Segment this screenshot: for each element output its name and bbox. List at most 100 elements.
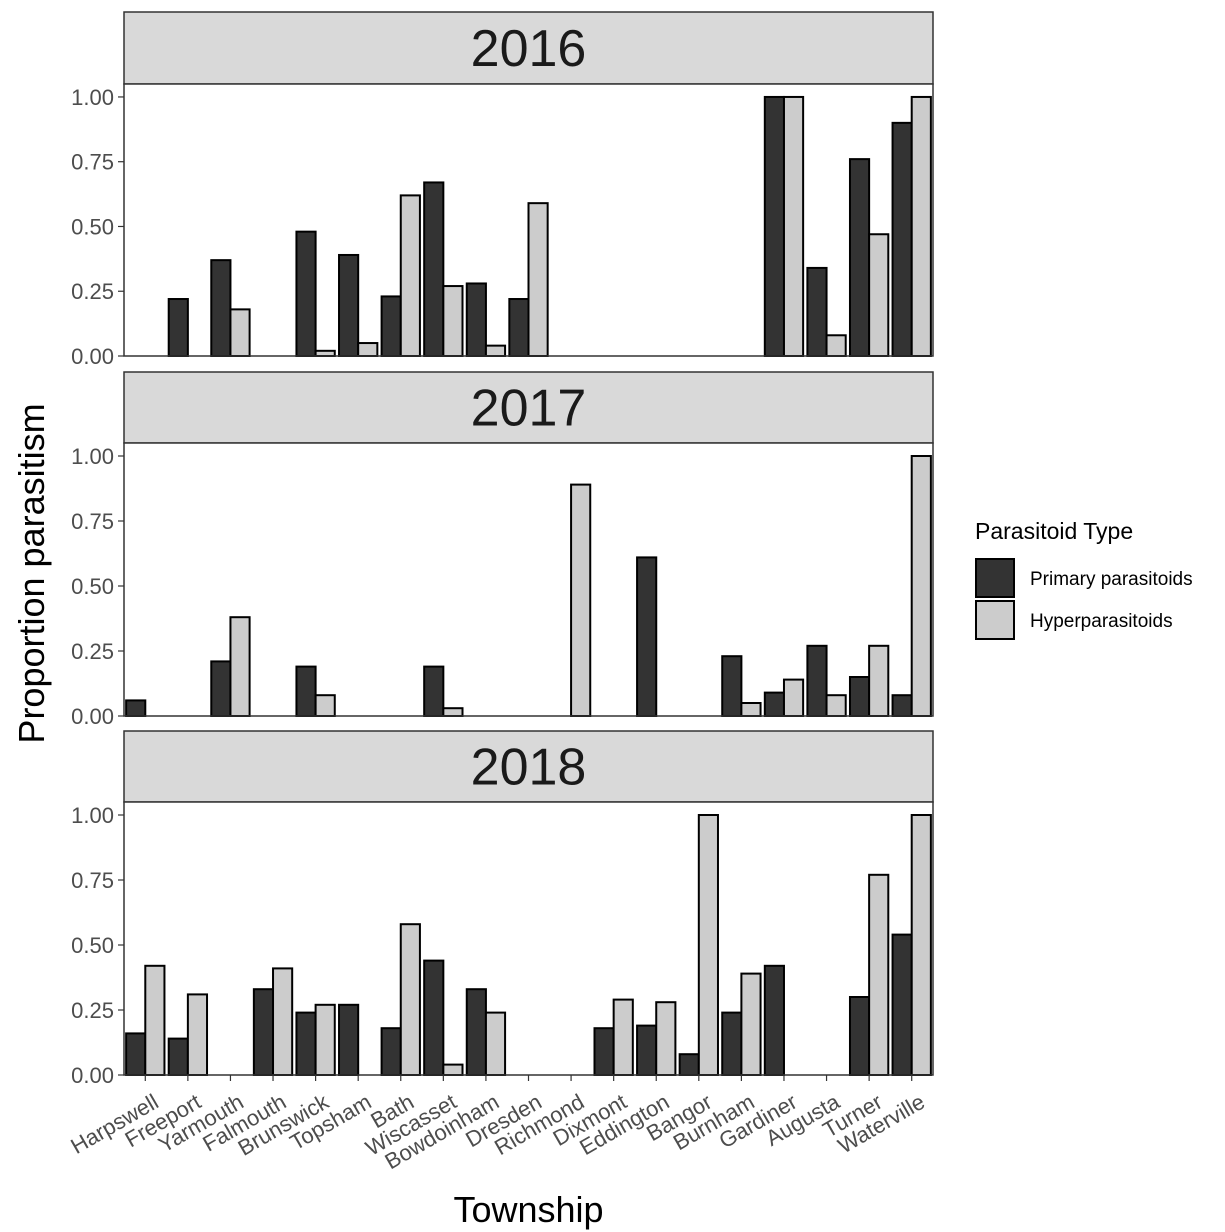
y-tick-label: 0.50	[71, 214, 114, 239]
legend-key-primary	[975, 558, 1015, 598]
y-tick-label: 0.25	[71, 639, 114, 664]
bar-2018-brunswick-primary	[295, 1011, 317, 1076]
bar-2018-dixmont-primary	[593, 1027, 615, 1076]
bar-2018-freeport-primary	[167, 1037, 189, 1076]
facet-2016: 2016 0.00 0.25 0.50 0.75 1.00	[71, 11, 934, 369]
facet-strip	[123, 11, 934, 85]
bar-2018-falmouth-hyper	[272, 967, 294, 1077]
bar-2017-wiscasset-hyper	[442, 707, 464, 718]
y-tick-label: 0.25	[71, 279, 114, 304]
bar-2018-harpswell-hyper	[144, 964, 166, 1076]
bar-2018-falmouth-primary	[252, 988, 275, 1077]
y-tick-label: 1.00	[71, 85, 114, 110]
bar-2018-dixmont-hyper	[612, 998, 634, 1076]
bar-2017-burnham-primary	[721, 655, 743, 718]
panel-border	[123, 442, 934, 717]
facet-2018: 2018 0.00 0.25 0.50 0.75 1.00	[71, 730, 934, 1088]
bar-2017-brunswick-primary	[295, 665, 317, 717]
bar-2017-gardiner-hyper	[782, 678, 805, 717]
bar-2018-burnham-primary	[721, 1011, 743, 1076]
bar-2016-augusta-hyper	[825, 334, 847, 357]
legend-title: Parasitoid Type	[975, 518, 1133, 544]
bar-2017-turner-hyper	[868, 644, 890, 717]
bar-2017-eddington-primary	[636, 556, 658, 718]
y-tick-label: 0.50	[71, 574, 114, 599]
bar-2018-bangor-primary	[678, 1053, 700, 1076]
facet-strip-label: 2017	[471, 380, 587, 438]
bar-2016-bowdoinham-hyper	[484, 344, 507, 357]
bar-2018-burnham-hyper	[740, 972, 762, 1076]
bar-2016-gardiner-hyper	[782, 95, 805, 357]
y-tick-label: 1.00	[71, 444, 114, 469]
facet-strip-label: 2018	[471, 739, 587, 797]
facet-strip	[123, 730, 934, 803]
bar-2018-turner-primary	[848, 996, 871, 1076]
bar-2016-yarmouth-primary	[210, 259, 232, 357]
bar-2018-bath-hyper	[399, 923, 421, 1077]
facet-2017: 2017 0.00 0.25 0.50 0.75 1.00	[71, 371, 934, 729]
bar-2017-burnham-hyper	[740, 702, 762, 717]
y-tick-label: 0.25	[71, 998, 114, 1023]
bar-2017-yarmouth-hyper	[229, 616, 251, 718]
bar-2018-bowdoinham-hyper	[484, 1011, 507, 1076]
y-tick-label: 0.75	[71, 509, 114, 534]
bar-2016-freeport-primary	[167, 298, 189, 357]
bar-2016-dresden-primary	[508, 298, 530, 357]
y-tick-label: 0.00	[71, 704, 114, 729]
bar-2016-turner-primary	[848, 158, 871, 357]
bar-2016-bath-hyper	[399, 194, 421, 357]
bar-2016-dresden-hyper	[527, 202, 549, 357]
bar-2016-bath-primary	[380, 295, 402, 357]
bar-2016-waterville-hyper	[910, 95, 932, 357]
bar-2016-topsham-hyper	[357, 342, 379, 357]
legend-label-primary: Primary parasitoids	[1030, 569, 1193, 590]
y-tick-label: 0.75	[71, 150, 114, 175]
y-tick-label: 0.00	[71, 344, 114, 369]
bar-2018-waterville-hyper	[910, 814, 932, 1076]
y-axis-title: Proportion parasitism	[11, 403, 52, 743]
bar-2018-eddington-hyper	[655, 1001, 677, 1077]
legend-key-hyper	[975, 600, 1015, 640]
bar-2018-turner-hyper	[868, 873, 890, 1076]
bar-2017-waterville-hyper	[910, 455, 932, 717]
facet-strip-label: 2016	[471, 20, 587, 78]
bar-2018-bath-primary	[380, 1027, 402, 1076]
bar-2017-yarmouth-primary	[210, 660, 232, 718]
bar-2016-bowdoinham-primary	[465, 282, 487, 358]
bar-2016-wiscasset-primary	[423, 181, 445, 357]
panel-background	[124, 802, 933, 1075]
bar-2018-brunswick-hyper	[314, 1003, 336, 1076]
y-tick-label: 0.75	[71, 868, 114, 893]
bar-2017-waterville-primary	[891, 694, 913, 718]
x-axis-title: Township	[453, 1189, 603, 1230]
legend-label-hyper: Hyperparasitoids	[1030, 611, 1173, 632]
bar-2017-augusta-primary	[806, 644, 828, 717]
bar-2016-wiscasset-hyper	[442, 285, 464, 357]
bar-2018-wiscasset-primary	[423, 959, 445, 1076]
bar-2017-richmond-hyper	[570, 483, 592, 717]
bar-2017-harpswell-primary	[125, 699, 147, 718]
bar-2016-yarmouth-hyper	[229, 308, 251, 357]
bar-2018-gardiner-primary	[763, 964, 785, 1076]
legend: Parasitoid Type Primary parasitoids Hyperp…	[975, 518, 1193, 640]
y-tick-label: 0.50	[71, 933, 114, 958]
bar-2016-topsham-primary	[338, 253, 360, 358]
bar-2017-augusta-hyper	[825, 694, 847, 718]
bar-2016-turner-hyper	[868, 233, 890, 357]
bar-2018-waterville-primary	[891, 933, 913, 1076]
bar-2018-bangor-hyper	[697, 814, 719, 1076]
bar-2016-waterville-primary	[891, 121, 913, 357]
bar-2016-brunswick-hyper	[314, 349, 336, 358]
bar-2018-topsham-primary	[338, 1003, 360, 1076]
bar-2016-brunswick-primary	[295, 230, 317, 358]
y-tick-label: 0.00	[71, 1063, 114, 1088]
bar-2018-eddington-primary	[636, 1024, 658, 1076]
bar-2018-freeport-hyper	[186, 993, 209, 1077]
bar-2017-gardiner-primary	[763, 691, 785, 717]
facet-strip	[123, 371, 934, 444]
y-tick-label: 1.00	[71, 803, 114, 828]
bar-2017-turner-primary	[848, 676, 871, 717]
bar-2018-wiscasset-hyper	[442, 1063, 464, 1076]
bar-2016-gardiner-primary	[763, 95, 785, 357]
